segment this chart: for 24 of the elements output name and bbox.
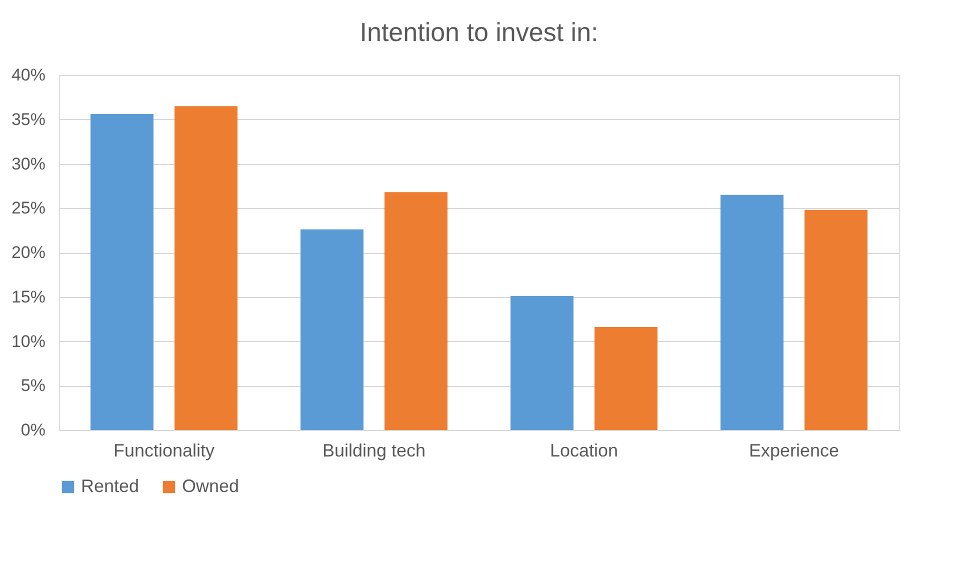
bar: [384, 192, 448, 430]
y-tick-label: 10%: [11, 332, 46, 351]
y-tick-label: 25%: [11, 198, 46, 218]
x-tick-label: Experience: [748, 440, 840, 460]
bar: [90, 114, 154, 430]
bar: [720, 194, 784, 430]
x-tick-label: Functionality: [113, 440, 215, 460]
y-tick-label: 0%: [20, 420, 46, 440]
bar: [594, 327, 658, 430]
x-tick-label: Location: [550, 440, 618, 460]
chart-title: Intention to invest in:: [360, 17, 598, 47]
bar: [300, 229, 364, 430]
bar: [174, 106, 238, 430]
y-tick-label: 20%: [11, 243, 46, 262]
legend-label: Owned: [182, 476, 240, 496]
bar: [510, 296, 574, 430]
y-tick-label: 15%: [11, 287, 46, 306]
y-tick-label: 40%: [11, 66, 46, 84]
bar: [804, 210, 868, 430]
y-tick-label: 5%: [20, 376, 46, 396]
y-tick-label: 30%: [11, 154, 46, 174]
y-tick-label: 35%: [11, 110, 46, 129]
x-tick-label: Building tech: [322, 440, 426, 460]
legend-label: Rented: [81, 476, 140, 496]
